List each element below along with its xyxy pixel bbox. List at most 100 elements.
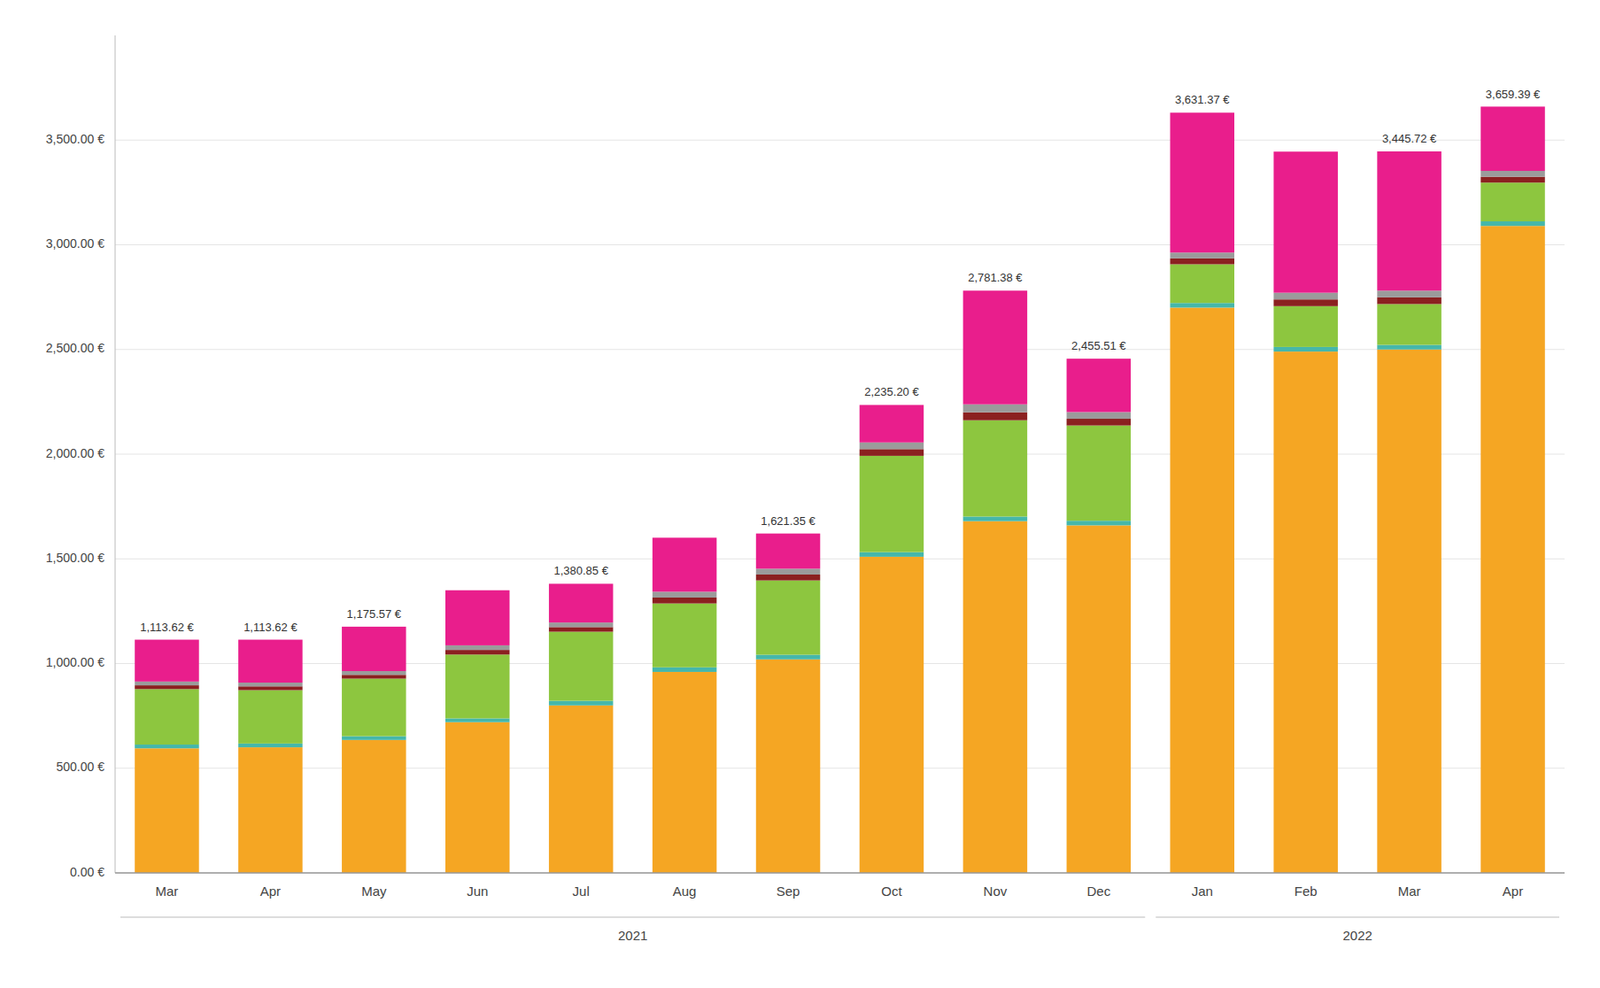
bar-segment [652,667,717,673]
bar-segment [963,290,1028,404]
total-annotation: 1,621.35 € [760,514,816,528]
bar-segment [1170,307,1235,874]
total-annotation: 3,659.39 € [1485,87,1541,101]
bar-segment [134,640,199,682]
total-annotation: 1,113.62 € [243,620,298,634]
bar-segment [1480,170,1545,178]
grid-line [115,873,1565,874]
bar-segment [756,568,820,575]
x-tick-label: Jan [1191,883,1214,899]
bar-segment [756,574,820,581]
grid-line [115,139,1565,141]
total-annotation: 2,455.51 € [1071,339,1127,353]
bar-segment [1273,151,1338,293]
y-tick-label: 1,500.00 € [46,550,105,565]
total-annotation: 1,113.62 € [139,620,194,634]
bar-segment [1066,411,1131,419]
grid-line [115,767,1565,769]
bar-segment [756,655,820,660]
bar-segment [238,747,302,874]
group-label: 2022 [1342,927,1372,943]
bars [134,106,1546,874]
bar-segment [652,597,717,604]
y-axis-line [115,35,116,874]
bar-segment [1066,520,1131,526]
bar-segment [1376,345,1441,350]
bar-segment [652,591,717,598]
bar-segment [1376,290,1441,298]
x-tick-label: Mar [1398,883,1422,899]
bar-segment [134,748,199,874]
bar-segment [238,690,302,744]
bar-segment [1273,306,1338,348]
x-axis-line [115,872,1565,874]
bar-segment [1480,225,1545,874]
bar-segment [756,580,820,656]
bar-segment [1376,349,1441,874]
grid [115,139,1565,874]
total-annotation: 1,175.57 € [347,607,402,621]
bar-segment [859,552,924,557]
bar-segment [1170,252,1235,259]
bar-segment [652,537,717,592]
bar-segment [238,686,302,690]
grid-line [115,244,1565,246]
bar-segment [963,412,1028,421]
bar-segment [963,516,1028,521]
bar-segment [1066,425,1131,522]
bar-segment [1376,303,1441,345]
x-tick-label: Jul [572,883,590,899]
bar-segment [1273,351,1338,874]
total-annotation: 2,781.38 € [967,270,1023,285]
bar-segment [548,705,613,874]
y-tick-label: 2,000.00 € [46,446,105,461]
y-tick-label: 2,500.00 € [46,340,105,356]
bar-segment [1273,299,1338,307]
total-annotation: 3,631.37 € [1174,92,1230,107]
bar-segment [963,404,1028,413]
x-tick-label: Nov [983,883,1008,899]
group-line [1155,916,1560,918]
bar-segment [238,640,302,683]
total-annotation: 3,445.72 € [1382,131,1438,146]
group-label: 2021 [618,927,648,943]
grid-line [115,663,1565,665]
y-tick-label: 3,500.00 € [46,131,105,147]
bar-segment [548,622,613,627]
x-tick-label: Aug [672,883,697,899]
bar-segment [341,740,406,874]
x-tick-label: Mar [155,883,179,899]
bar-segment [134,688,199,745]
bar-segment [134,744,199,749]
bar-segment [859,448,924,457]
bar-segment [1273,347,1338,352]
y-tick-label: 500.00 € [56,759,106,774]
bar-segment [1170,302,1235,308]
bar-segment [1376,297,1441,305]
bar-segment [859,404,924,442]
bar-segment [859,442,924,450]
x-tick-label: Apr [1502,883,1523,899]
bar-segment [1066,418,1131,426]
bar-segment [1480,177,1545,184]
bar-segment [1273,293,1338,301]
bar-segment [238,682,302,687]
x-tick-label: Jun [466,883,488,899]
bar-segment [756,659,820,874]
bar-segment [341,671,406,675]
bar-segment [445,654,510,719]
bar-segment [548,701,613,706]
bar-segment [341,679,406,737]
bar-segment [1480,221,1545,226]
bar-segment [652,672,717,874]
bar-segment [341,626,406,672]
bar-segment [1066,358,1131,412]
bar-segment [1170,258,1235,265]
bar-segment [548,632,613,702]
bar-segment [134,681,199,686]
x-tick-label: Dec [1086,883,1111,899]
bar-segment [1480,182,1545,222]
x-tick-label: Apr [260,883,281,899]
grid-line [115,454,1565,456]
bar-segment [341,736,406,741]
